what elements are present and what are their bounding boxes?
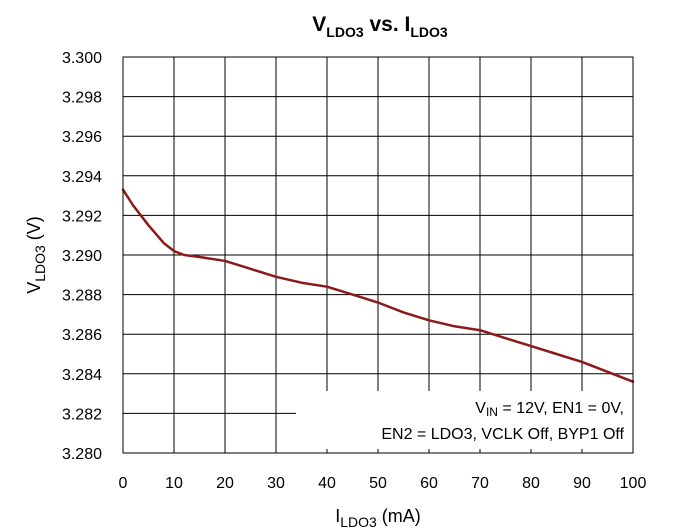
x-tick-label: 50 xyxy=(369,475,387,492)
x-tick-label: 60 xyxy=(420,475,438,492)
x-tick-label: 40 xyxy=(318,475,336,492)
x-tick-labels: 0 10 20 30 40 50 60 70 80 90 100 xyxy=(119,475,647,492)
x-tick-label: 30 xyxy=(267,475,285,492)
x-tick-label: 20 xyxy=(216,475,234,492)
y-tick-label: 3.290 xyxy=(62,248,102,265)
y-tick-label: 3.286 xyxy=(62,327,102,344)
annotation-line-2: EN2 = LDO3, VCLK Off, BYP1 Off xyxy=(381,426,624,443)
plot-frame xyxy=(122,56,634,454)
y-tick-label: 3.296 xyxy=(62,129,102,146)
x-tick-label: 10 xyxy=(165,475,183,492)
y-tick-label: 3.300 xyxy=(62,50,102,67)
chart-title: VLDO3 vs. ILDO3 xyxy=(312,13,448,40)
x-tick-label: 70 xyxy=(471,475,489,492)
x-tick-label: 90 xyxy=(573,475,591,492)
y-tick-label: 3.280 xyxy=(62,446,102,463)
series-layer xyxy=(121,188,635,383)
y-tick-label: 3.294 xyxy=(62,169,102,186)
x-tick-label: 0 xyxy=(119,475,128,492)
y-tick-labels: 3.280 3.282 3.284 3.286 3.288 3.290 3.292 3.294… xyxy=(62,50,102,463)
x-tick-label: 80 xyxy=(522,475,540,492)
x-tick-label: 100 xyxy=(620,475,647,492)
y-tick-label: 3.292 xyxy=(62,208,102,225)
y-tick-label: 3.282 xyxy=(62,406,102,423)
y-axis-label: VLDO3 (V) xyxy=(24,216,48,294)
y-tick-label: 3.288 xyxy=(62,288,102,305)
annotation-box xyxy=(296,391,633,449)
y-tick-label: 3.298 xyxy=(62,90,102,107)
series-line xyxy=(121,188,635,383)
y-tick-label: 3.284 xyxy=(62,367,102,384)
annotation-line-1: VIN = 12V, EN1 = 0V, xyxy=(475,400,624,419)
x-axis-label: ILDO3 (mA) xyxy=(335,506,421,530)
